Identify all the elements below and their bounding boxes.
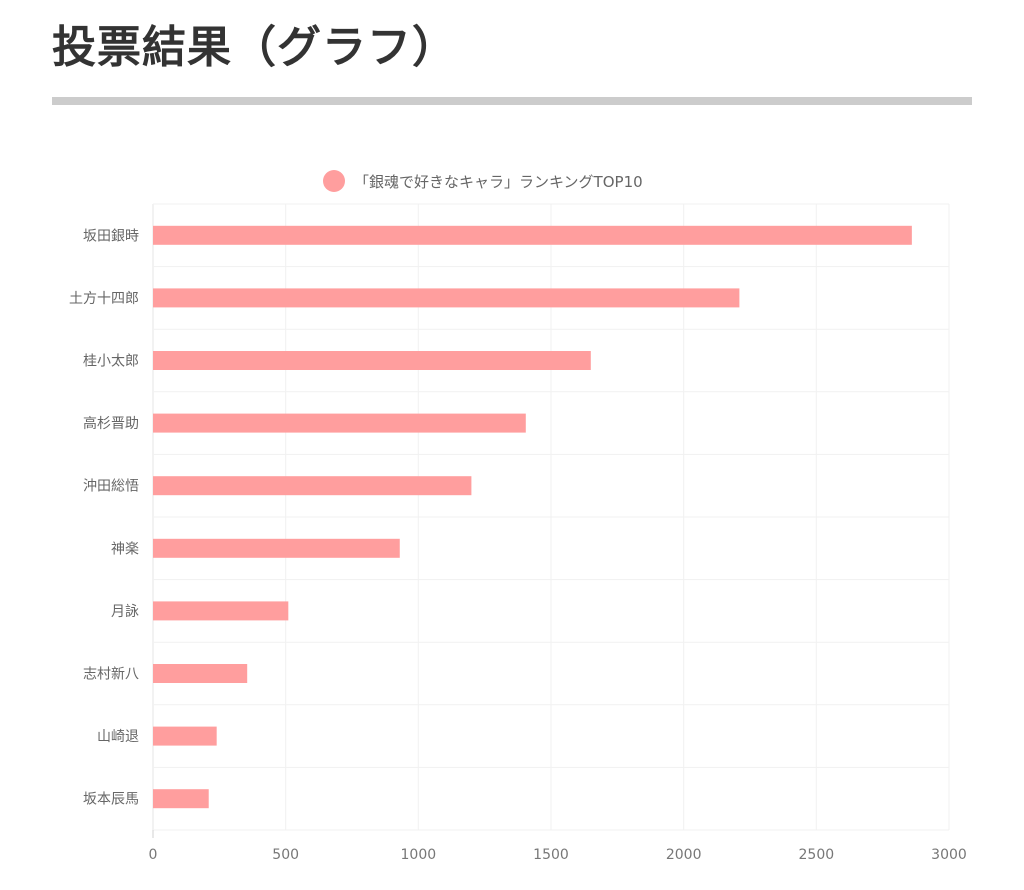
category-label: 桂小太郎 [83, 354, 139, 370]
legend: 「銀魂で好きなキャラ」ランキングTOP10 [323, 170, 643, 192]
legend-swatch [323, 170, 345, 192]
x-tick-label: 1000 [401, 847, 437, 863]
page-title: 投票結果（グラフ） [52, 22, 457, 73]
category-label: 山崎退 [97, 729, 139, 745]
category-label: 沖田総悟 [83, 479, 139, 495]
category-label: 坂本辰馬 [83, 792, 139, 808]
title-divider [52, 97, 972, 105]
bar [153, 726, 217, 746]
bar [153, 476, 472, 496]
x-tick-label: 2000 [666, 847, 702, 863]
x-tick-label: 0 [149, 847, 158, 863]
bars [153, 225, 912, 809]
category-label: 土方十四郎 [69, 291, 139, 307]
x-tick-label: 1500 [533, 847, 569, 863]
bar [153, 413, 526, 433]
grid-lines [152, 203, 950, 838]
category-label: 神楽 [111, 541, 139, 557]
category-label: 月詠 [111, 604, 139, 620]
bar [153, 789, 209, 809]
x-axis-ticks: 0 500 1000 1500 2000 2500 3000 [149, 847, 967, 863]
bar [153, 225, 912, 245]
x-tick-label: 2500 [799, 847, 835, 863]
category-label: 坂田銀時 [83, 228, 139, 244]
x-tick-label: 500 [272, 847, 299, 863]
bar [153, 288, 740, 308]
legend-label: 「銀魂で好きなキャラ」ランキングTOP10 [354, 173, 643, 191]
bar [153, 351, 591, 370]
bar [153, 664, 248, 683]
category-label: 志村新八 [83, 667, 139, 683]
x-tick-label: 3000 [931, 847, 967, 863]
bar [153, 538, 400, 558]
bar [153, 601, 289, 621]
category-label: 高杉晋助 [83, 415, 139, 432]
